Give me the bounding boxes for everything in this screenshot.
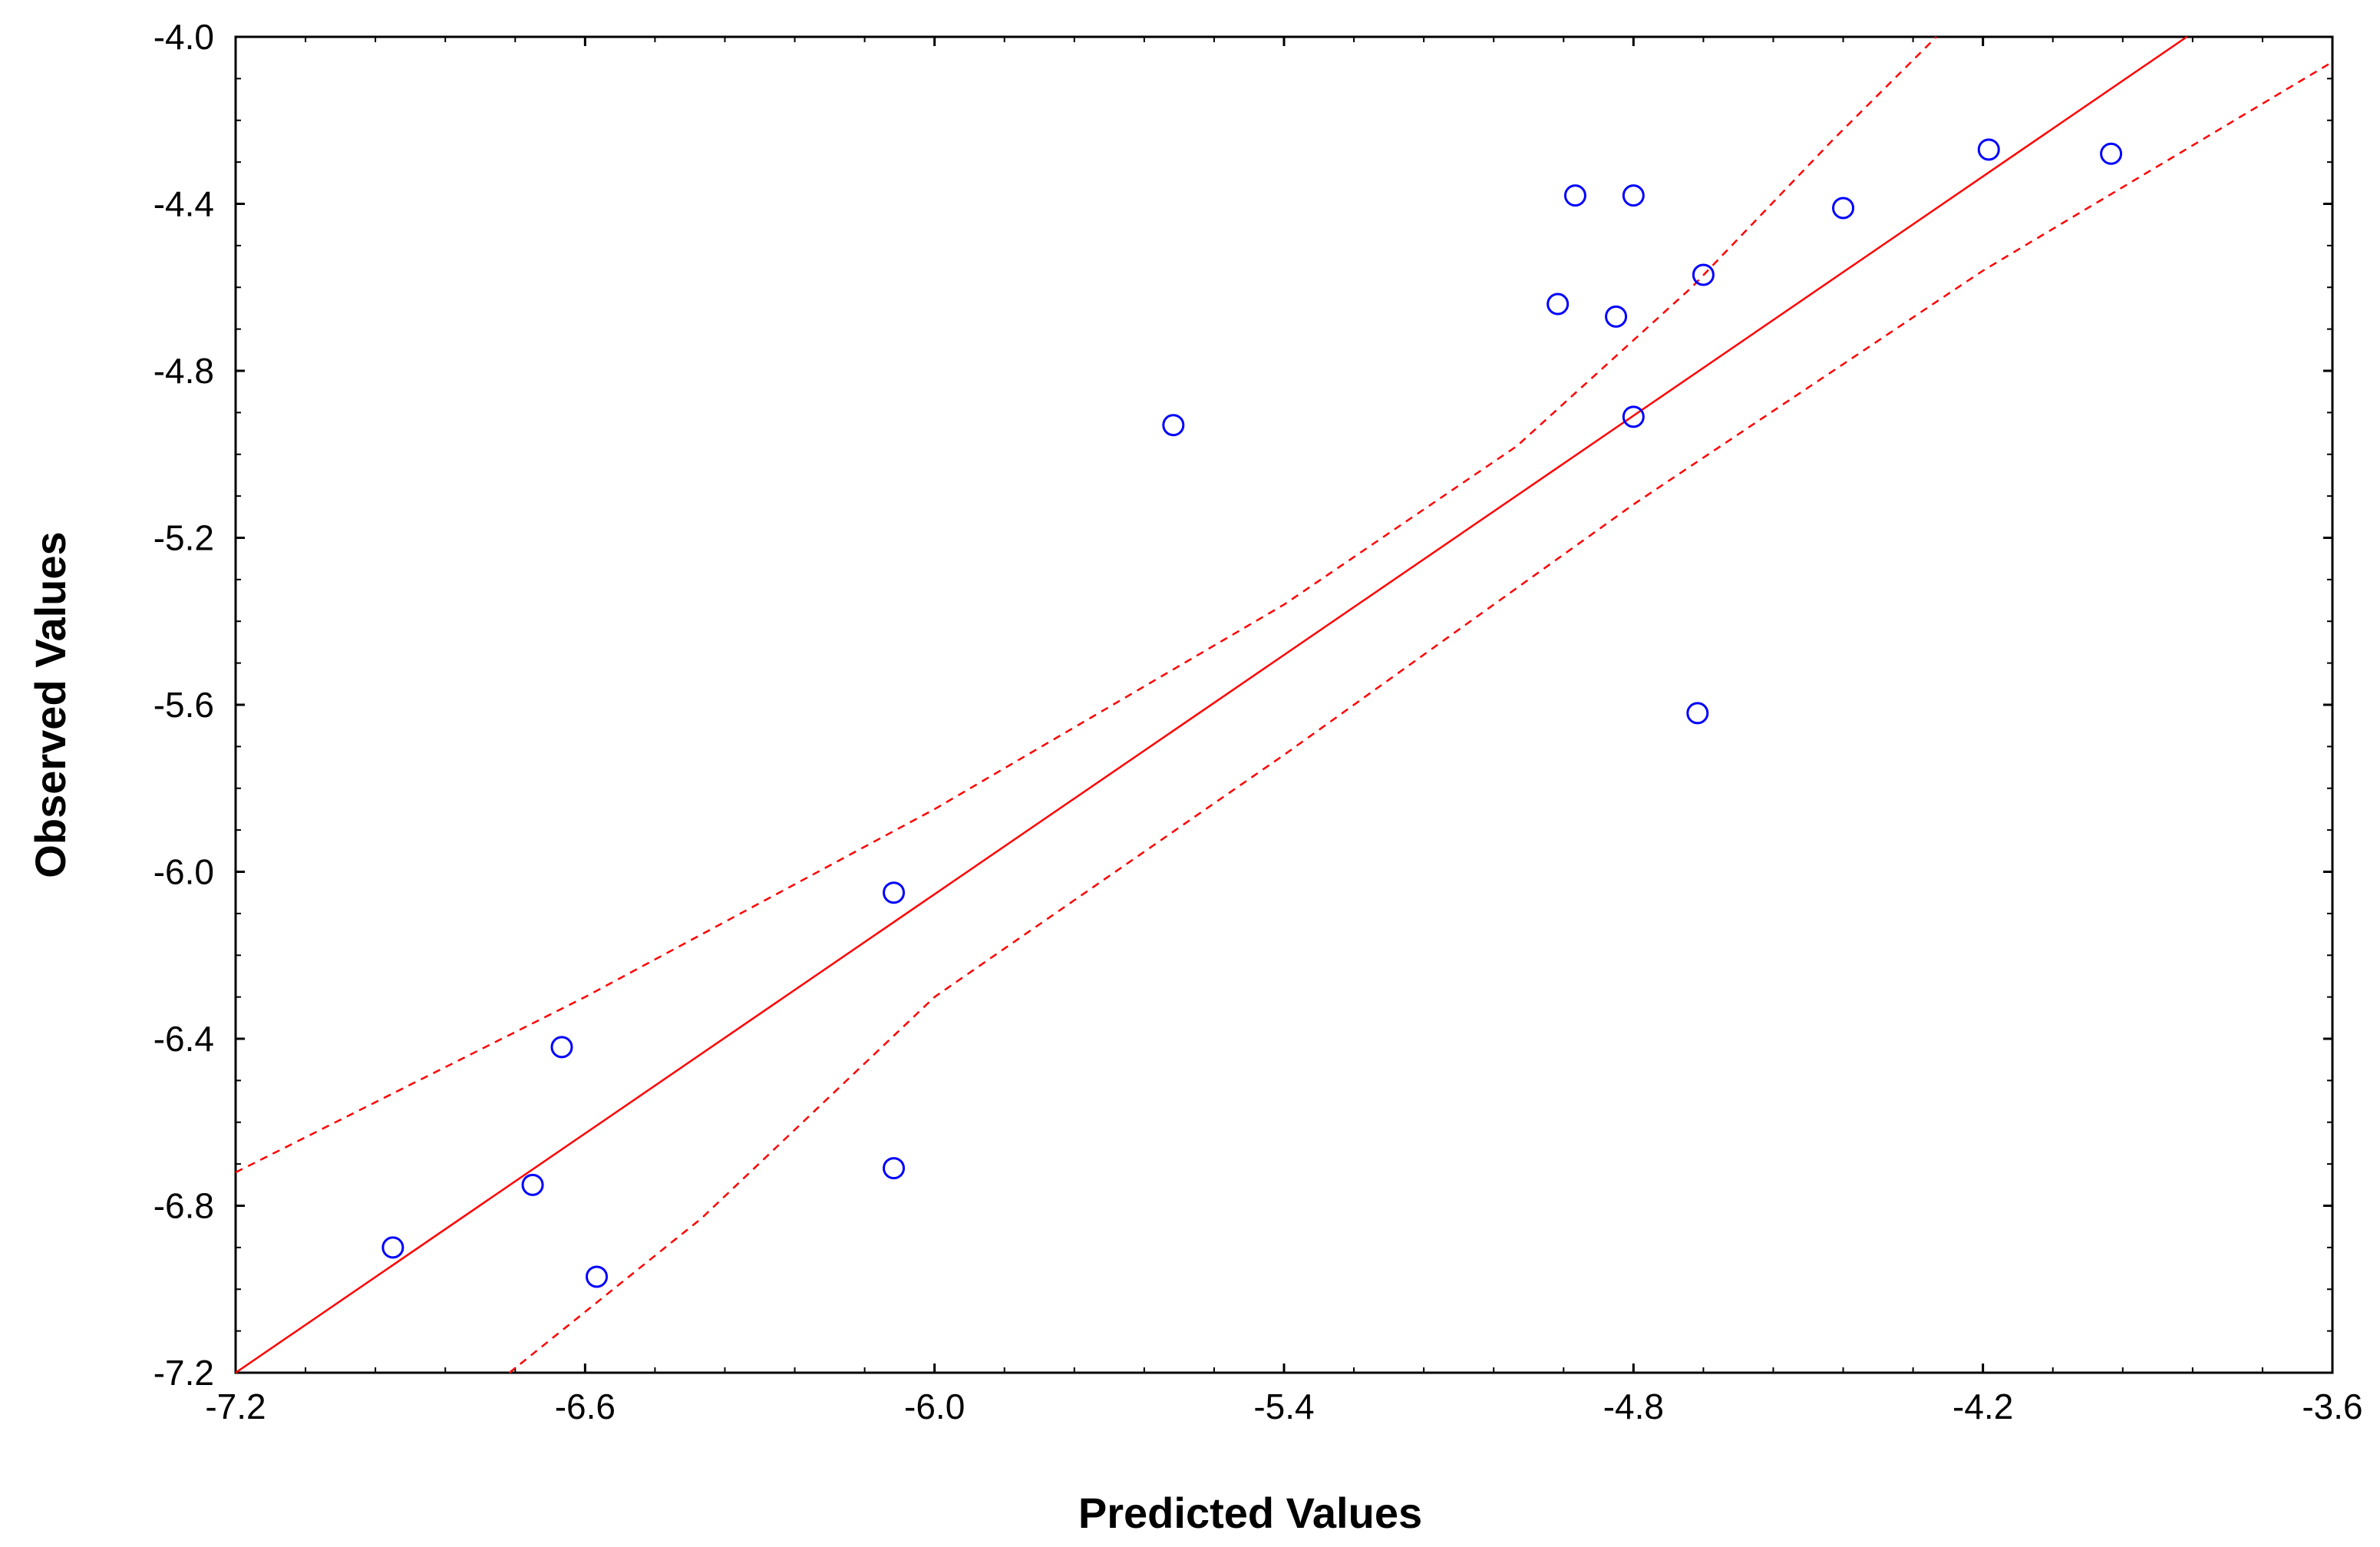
data-point [1563,184,1586,207]
data-point [2100,142,2123,165]
data-point [1622,405,1645,428]
regression-line [235,35,2187,1374]
x-tick-label: -3.6 [2302,1387,2362,1426]
y-tick-label: -6.0 [153,852,214,892]
major-ticks [234,35,2334,1374]
x-tick-label: -4.8 [1603,1387,1664,1426]
y-tick-labels: -4.0 -4.4 -4.8 -5.2 -5.6 -6.0 -6.4 -6.8 -7.2 [153,17,214,1393]
x-tick-label: -4.2 [1953,1387,2013,1426]
y-tick-label: -4.8 [153,351,214,391]
x-tick-labels: -7.2 -6.6 -6.0 -5.4 -4.8 -4.2 -3.6 [205,1387,2362,1426]
y-tick-label: -4.4 [153,184,214,224]
data-point [883,881,906,904]
data-points [381,138,2123,1288]
y-tick-label: -5.6 [153,685,214,725]
y-tick-label: -6.8 [153,1186,214,1226]
data-point [883,1157,906,1180]
y-tick-label: -6.4 [153,1019,214,1059]
x-tick-label: -6.6 [555,1387,616,1426]
y-tick-label: -4.0 [153,17,214,57]
plot-area [234,35,2334,1374]
data-point [1832,197,1855,220]
data-point [550,1036,573,1059]
data-point [521,1173,544,1196]
data-point [1622,184,1645,207]
data-point [1686,702,1709,725]
x-tick-label: -7.2 [205,1387,266,1426]
x-axis-title: Predicted Values [1078,1489,1422,1537]
y-axis-title: Observed Values [26,531,74,878]
data-point [1692,263,1715,286]
data-point [1162,414,1185,437]
data-point [381,1236,404,1259]
y-tick-label: -7.2 [153,1353,214,1393]
data-point [586,1265,609,1288]
x-tick-label: -6.0 [904,1387,965,1426]
x-tick-label: -5.4 [1253,1387,1314,1426]
lower-confidence-band [508,61,2333,1373]
data-point [1977,138,2000,161]
data-point [1605,305,1628,328]
upper-confidence-band [235,36,1937,1174]
minor-ticks [236,37,2332,1373]
data-point [1547,293,1570,316]
y-tick-label: -5.2 [153,518,214,558]
